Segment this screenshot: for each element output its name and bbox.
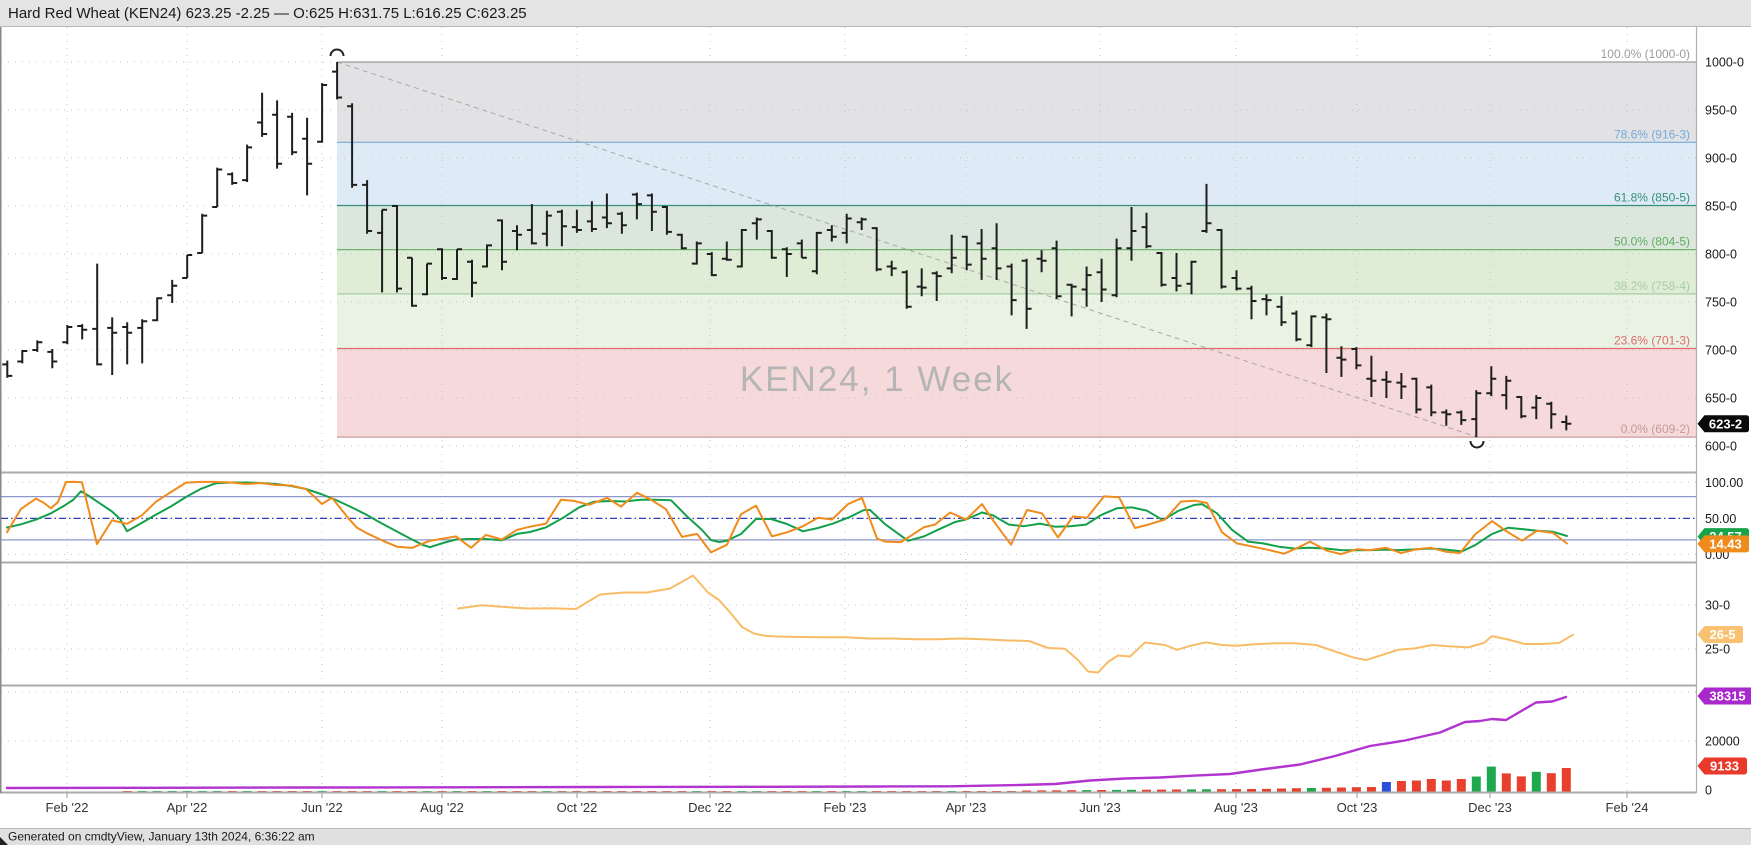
svg-text:9133: 9133 bbox=[1710, 759, 1739, 774]
svg-text:25-0: 25-0 bbox=[1705, 643, 1730, 657]
svg-text:Hard Red Wheat (KEN24) 623.25: Hard Red Wheat (KEN24) 623.25 -2.25 — O:… bbox=[8, 5, 527, 22]
svg-text:100.00: 100.00 bbox=[1705, 476, 1743, 490]
svg-text:23.6% (701-3): 23.6% (701-3) bbox=[1614, 334, 1690, 348]
svg-text:26-5: 26-5 bbox=[1709, 627, 1735, 642]
svg-text:700-0: 700-0 bbox=[1705, 344, 1737, 358]
svg-text:Dec '22: Dec '22 bbox=[688, 800, 732, 815]
svg-text:61.8% (850-5): 61.8% (850-5) bbox=[1614, 191, 1690, 205]
svg-text:Jun '23: Jun '23 bbox=[1079, 800, 1121, 815]
svg-text:0.0% (609-2): 0.0% (609-2) bbox=[1621, 422, 1690, 436]
svg-text:Jun '22: Jun '22 bbox=[301, 800, 343, 815]
svg-text:20000: 20000 bbox=[1705, 735, 1740, 749]
svg-text:Aug '23: Aug '23 bbox=[1214, 800, 1258, 815]
svg-text:Aug '22: Aug '22 bbox=[420, 800, 464, 815]
svg-text:38315: 38315 bbox=[1709, 689, 1745, 704]
svg-text:Oct '23: Oct '23 bbox=[1337, 800, 1378, 815]
svg-text:Generated on cmdtyView, Januar: Generated on cmdtyView, January 13th 202… bbox=[8, 830, 315, 844]
svg-text:Feb '24: Feb '24 bbox=[1606, 800, 1649, 815]
svg-text:900-0: 900-0 bbox=[1705, 152, 1737, 166]
svg-text:Feb '23: Feb '23 bbox=[824, 800, 867, 815]
svg-text:650-0: 650-0 bbox=[1705, 392, 1737, 406]
svg-text:50.0% (804-5): 50.0% (804-5) bbox=[1614, 235, 1690, 249]
svg-text:800-0: 800-0 bbox=[1705, 248, 1737, 262]
svg-text:Feb '22: Feb '22 bbox=[46, 800, 89, 815]
svg-text:100.0% (1000-0): 100.0% (1000-0) bbox=[1601, 47, 1690, 61]
svg-text:850-0: 850-0 bbox=[1705, 200, 1737, 214]
svg-text:Oct '22: Oct '22 bbox=[557, 800, 598, 815]
svg-text:38.2% (758-4): 38.2% (758-4) bbox=[1614, 279, 1690, 293]
svg-text:623-2: 623-2 bbox=[1709, 416, 1742, 431]
svg-text:Apr '22: Apr '22 bbox=[167, 800, 208, 815]
svg-text:78.6% (916-3): 78.6% (916-3) bbox=[1614, 127, 1690, 141]
svg-text:Dec '23: Dec '23 bbox=[1468, 800, 1512, 815]
svg-text:30-0: 30-0 bbox=[1705, 599, 1730, 613]
svg-text:0: 0 bbox=[1705, 784, 1712, 798]
svg-text:KEN24, 1 Week: KEN24, 1 Week bbox=[740, 360, 1014, 399]
svg-text:950-0: 950-0 bbox=[1705, 104, 1737, 118]
svg-text:600-0: 600-0 bbox=[1705, 440, 1737, 454]
svg-text:14.43: 14.43 bbox=[1709, 537, 1742, 552]
svg-text:50.00: 50.00 bbox=[1705, 512, 1736, 526]
svg-text:Apr '23: Apr '23 bbox=[946, 800, 987, 815]
svg-text:750-0: 750-0 bbox=[1705, 296, 1737, 310]
svg-text:1000-0: 1000-0 bbox=[1705, 56, 1744, 70]
